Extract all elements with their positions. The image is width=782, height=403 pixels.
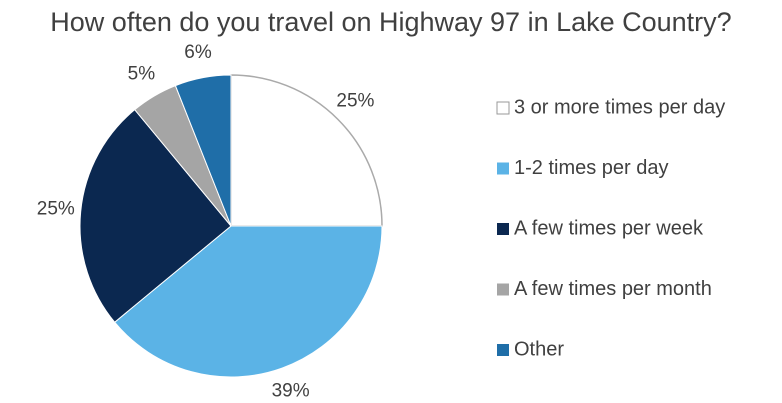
chart-title: How often do you travel on Highway 97 in… — [50, 7, 731, 37]
data-label: 5% — [128, 64, 156, 85]
legend-label: 3 or more times per day — [514, 96, 725, 118]
pie-slice — [79, 108, 232, 323]
legend-swatch — [497, 162, 509, 175]
data-label: 6% — [184, 42, 212, 63]
legend-swatch — [497, 223, 509, 235]
pie-slice — [113, 225, 383, 378]
legend-label: A few times per month — [514, 278, 712, 300]
data-label: 25% — [336, 91, 374, 112]
pie-slice — [174, 74, 232, 227]
legend-label: Other — [514, 338, 564, 360]
pie-slice — [230, 74, 383, 227]
legend-swatch — [497, 344, 509, 356]
legend-swatch — [497, 283, 509, 296]
data-label: 25% — [37, 198, 75, 219]
legend-label: 1-2 times per day — [514, 157, 669, 179]
legend-swatch — [496, 101, 510, 115]
legend-label: A few times per week — [514, 217, 704, 239]
data-label: 39% — [272, 381, 310, 402]
